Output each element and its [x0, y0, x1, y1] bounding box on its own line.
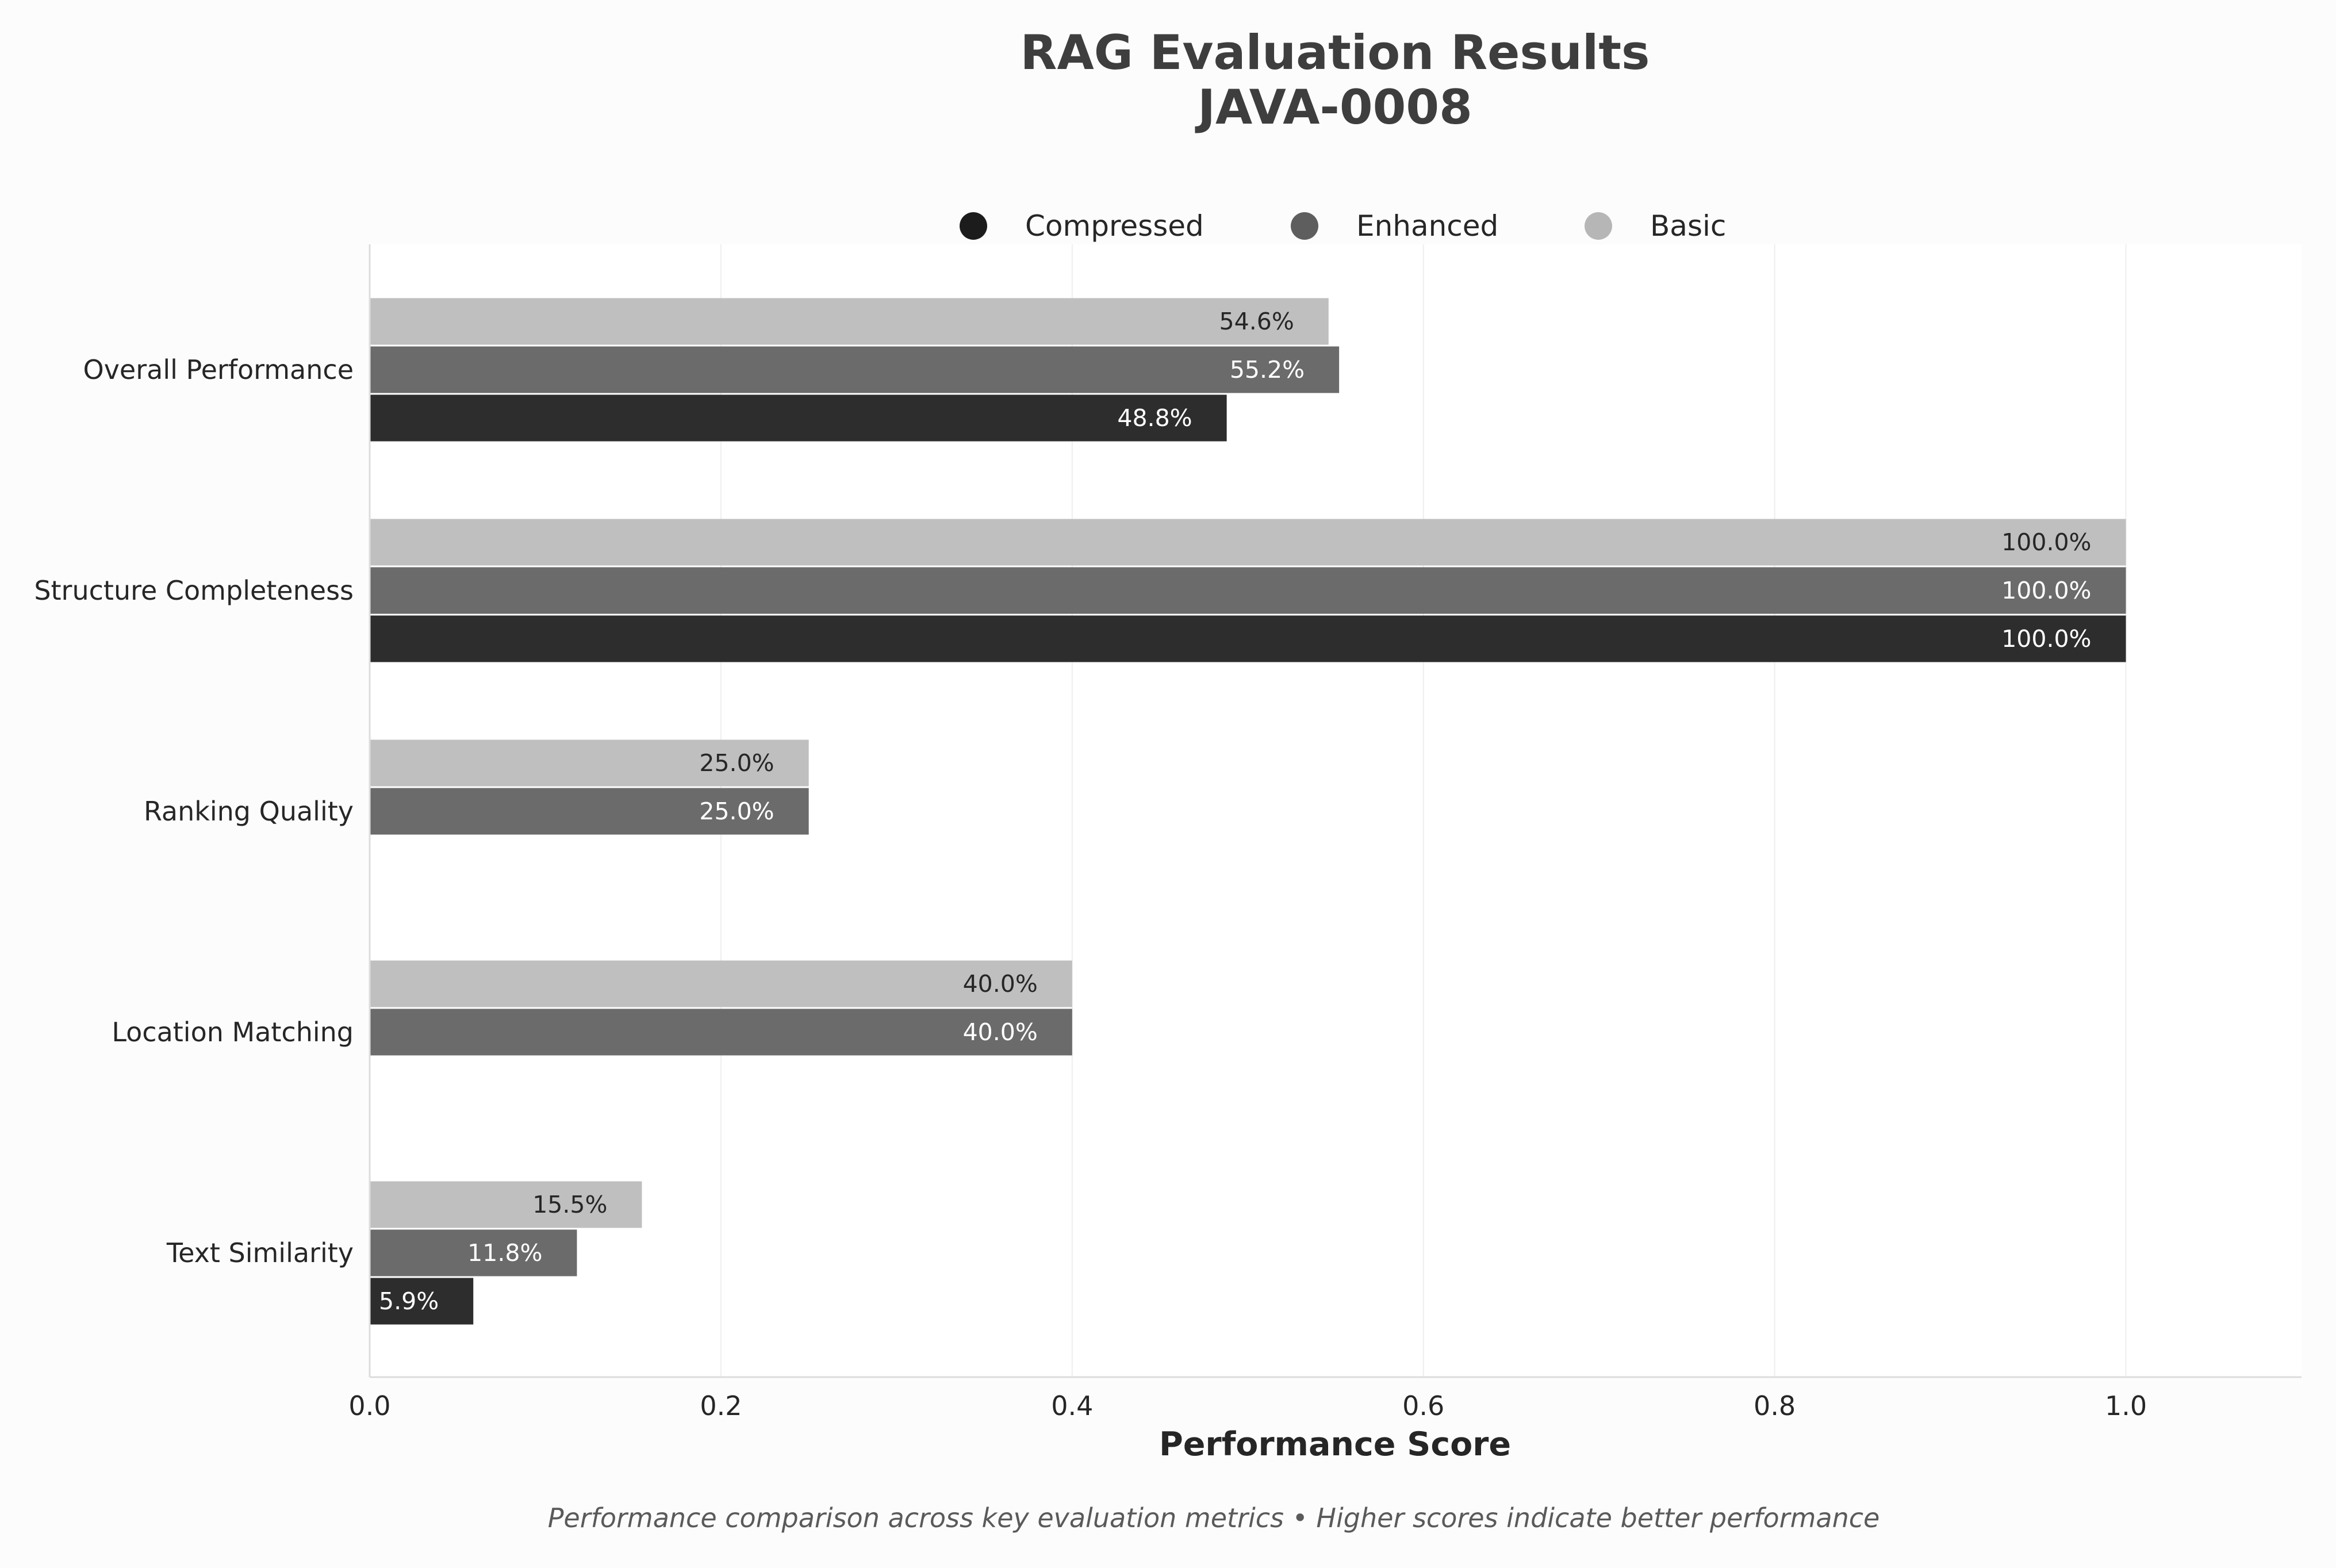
legend-marker-compressed: [960, 212, 987, 240]
bar-label-basic-structure-completeness: 100.0%: [2001, 528, 2091, 556]
bar-label-basic-overall-performance: 54.6%: [1219, 308, 1294, 335]
bar-basic-structure-completeness: [370, 519, 2126, 566]
bar-enhanced-location-matching: [370, 1009, 1072, 1056]
bar-label-basic-text-similarity: 15.5%: [532, 1191, 607, 1218]
bar-label-enhanced-location-matching: 40.0%: [963, 1018, 1038, 1046]
bar-compressed-text-similarity: [370, 1278, 474, 1325]
chart-title: RAG Evaluation Results: [1021, 25, 1650, 80]
bar-basic-ranking-quality: [370, 739, 809, 787]
bar-label-compressed-text-similarity: 5.9%: [379, 1287, 439, 1315]
x-tick-label-4: 0.8: [1754, 1390, 1796, 1421]
legend-marker-enhanced: [1291, 212, 1318, 240]
bar-label-enhanced-structure-completeness: 100.0%: [2001, 577, 2091, 604]
bars: [370, 298, 2126, 1325]
legend-label-basic: Basic: [1650, 209, 1726, 243]
x-axis-label: Performance Score: [1159, 1425, 1511, 1463]
bar-label-enhanced-overall-performance: 55.2%: [1230, 356, 1305, 384]
axes: [369, 244, 2302, 1378]
x-tick-label-5: 1.0: [2105, 1390, 2147, 1421]
x-tick-label-0: 0.0: [348, 1390, 390, 1421]
bar-label-enhanced-ranking-quality: 25.0%: [699, 798, 774, 825]
x-tick-label-1: 0.2: [700, 1390, 742, 1421]
bar-enhanced-structure-completeness: [370, 567, 2126, 614]
bar-label-compressed-overall-performance: 48.8%: [1117, 404, 1192, 432]
x-tick-label-3: 0.6: [1402, 1390, 1444, 1421]
footnote: Performance comparison across key evalua…: [548, 1502, 1880, 1534]
category-label-overall-performance: Overall Performance: [83, 354, 354, 385]
bar-label-basic-location-matching: 40.0%: [963, 970, 1038, 998]
category-label-location-matching: Location Matching: [112, 1017, 354, 1048]
bar-enhanced-overall-performance: [370, 346, 1340, 393]
x-tick-labels: 0.0 0.2 0.4 0.6 0.8 1.0: [348, 1390, 2147, 1421]
category-label-ranking-quality: Ranking Quality: [144, 796, 354, 827]
bar-label-basic-ranking-quality: 25.0%: [699, 749, 774, 777]
bar-compressed-structure-completeness: [370, 615, 2126, 662]
bar-enhanced-text-similarity: [370, 1229, 577, 1276]
category-label-text-similarity: Text Similarity: [166, 1237, 354, 1268]
bar-labels: 48.8% 55.2% 54.6% 100.0% 100.0% 100.0% 25.0% 25…: [379, 308, 2091, 1315]
bar-basic-location-matching: [370, 960, 1072, 1007]
bar-basic-text-similarity: [370, 1181, 642, 1228]
legend-label-enhanced: Enhanced: [1356, 209, 1498, 243]
bar-label-compressed-structure-completeness: 100.0%: [2001, 625, 2091, 653]
legend: Compressed Enhanced Basic: [960, 209, 1726, 243]
category-labels: Overall Performance Structure Completenes…: [34, 354, 354, 1268]
legend-marker-basic: [1585, 212, 1612, 240]
bar-label-enhanced-text-similarity: 11.8%: [467, 1239, 542, 1267]
legend-label-compressed: Compressed: [1025, 209, 1204, 243]
bar-compressed-overall-performance: [370, 394, 1227, 442]
category-label-structure-completeness: Structure Completeness: [34, 575, 354, 606]
bar-basic-overall-performance: [370, 298, 1329, 345]
x-tick-label-2: 0.4: [1051, 1390, 1093, 1421]
chart-subtitle: JAVA-0008: [1195, 79, 1472, 135]
bar-enhanced-ranking-quality: [370, 788, 809, 835]
